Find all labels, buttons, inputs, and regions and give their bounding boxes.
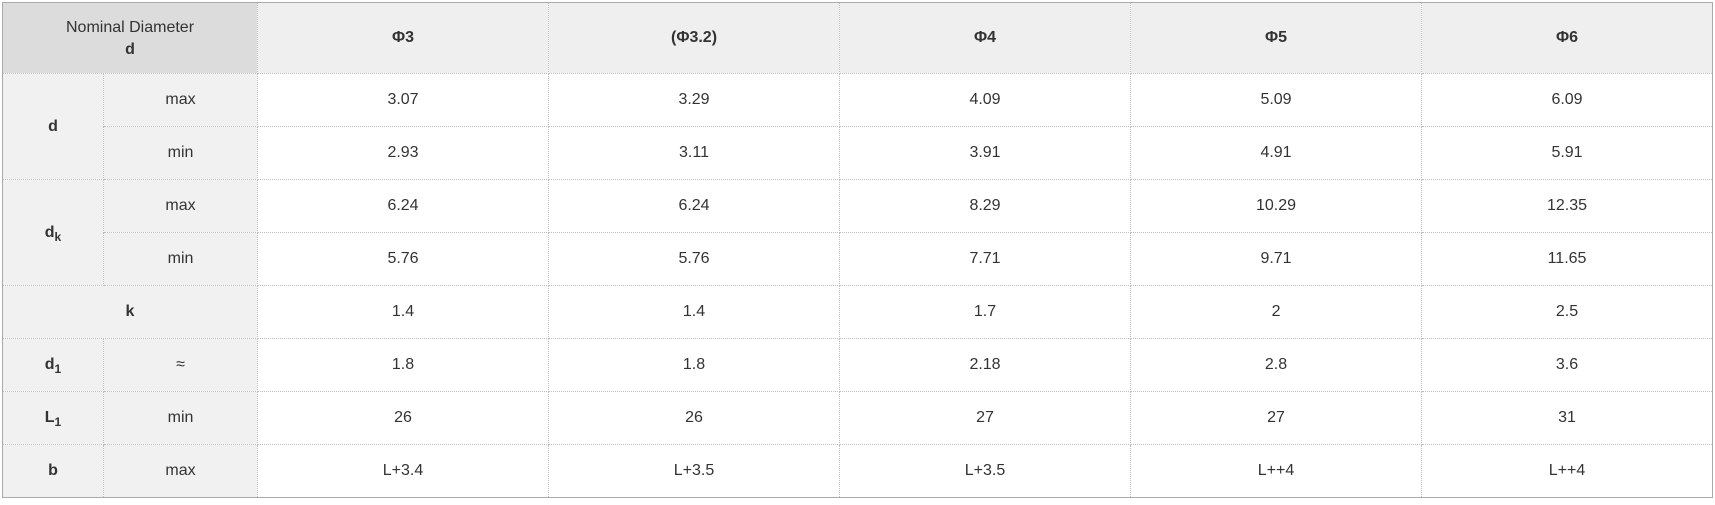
row-label-b-base: b	[48, 462, 58, 479]
row-d-min: min 2.93 3.11 3.91 4.91 5.91	[3, 126, 1714, 180]
row-label-k-base: k	[125, 303, 135, 320]
value-cell: 3.29	[548, 73, 841, 127]
value-cell: 12.35	[1421, 179, 1714, 233]
row-label-l1-base: L	[44, 409, 55, 426]
value-cell: L+3.5	[548, 444, 841, 498]
qualifier-dk-min: min	[102, 232, 259, 286]
qualifier-d-min: min	[102, 126, 259, 180]
value-cell: 2	[1130, 285, 1423, 339]
value-cell: L++4	[1130, 444, 1423, 498]
value-cell: 4.09	[839, 73, 1132, 127]
value-cell: 31	[1421, 391, 1714, 445]
value-cell: 4.91	[1130, 126, 1423, 180]
corner-cell: Nominal Diameter d	[1, 2, 259, 74]
value-cell: 1.8	[548, 338, 841, 392]
qualifier-b-max: max	[102, 444, 259, 498]
row-d-max: d max 3.07 3.29 4.09 5.09 6.09	[2, 73, 1714, 180]
col-header-phi4: Φ4	[839, 2, 1132, 74]
row-label-d1-sub: 1	[54, 362, 62, 376]
qualifier-dk-max: max	[102, 179, 259, 233]
corner-symbol: d	[125, 40, 135, 58]
header-row: Nominal Diameter d Φ3 (Φ3.2) Φ4 Φ5 Φ6	[1, 2, 1714, 74]
row-dk-min: min 5.76 5.76 7.71 9.71 11.65	[3, 232, 1714, 286]
value-cell: 3.91	[839, 126, 1132, 180]
value-cell: 5.91	[1421, 126, 1714, 180]
col-header-phi6: Φ6	[1421, 2, 1714, 74]
value-cell: 1.8	[257, 338, 550, 392]
value-cell: 26	[257, 391, 550, 445]
value-cell: 6.24	[548, 179, 841, 233]
value-cell: 1.4	[257, 285, 550, 339]
value-cell: 11.65	[1421, 232, 1714, 286]
value-cell: 7.71	[839, 232, 1132, 286]
value-cell: L++4	[1421, 444, 1714, 498]
value-cell: 8.29	[839, 179, 1132, 233]
value-cell: 27	[1130, 391, 1423, 445]
value-cell: 27	[839, 391, 1132, 445]
row-b: b max L+3.4 L+3.5 L+3.5 L++4 L++4	[2, 444, 1714, 498]
value-cell: 10.29	[1130, 179, 1423, 233]
value-cell: 2.18	[839, 338, 1132, 392]
qualifier-d-max: max	[102, 73, 259, 127]
value-cell: 6.09	[1421, 73, 1714, 127]
row-label-l1: L1	[2, 391, 104, 445]
row-label-d-base: d	[48, 117, 58, 135]
row-label-dk: dk	[2, 179, 104, 286]
value-cell: L+3.5	[839, 444, 1132, 498]
value-cell: 1.7	[839, 285, 1132, 339]
value-cell: 3.6	[1421, 338, 1714, 392]
value-cell: 3.11	[548, 126, 841, 180]
row-label-l1-sub: 1	[54, 415, 62, 429]
value-cell: 26	[548, 391, 841, 445]
value-cell: 5.76	[257, 232, 550, 286]
row-label-k: k	[1, 285, 259, 339]
value-cell: 9.71	[1130, 232, 1423, 286]
col-header-phi3-2: (Φ3.2)	[548, 2, 841, 74]
row-d1: d1 ≈ 1.8 1.8 2.18 2.8 3.6	[2, 338, 1714, 392]
row-k: k 1.4 1.4 1.7 2 2.5	[1, 285, 1714, 339]
row-label-d: d	[2, 73, 104, 180]
row-label-dk-base: d	[44, 223, 55, 241]
row-label-b: b	[2, 444, 104, 498]
row-label-d1-base: d	[44, 356, 55, 373]
col-header-phi3: Φ3	[257, 2, 550, 74]
corner-title: Nominal Diameter	[65, 19, 195, 37]
row-l1: L1 min 26 26 27 27 31	[2, 391, 1714, 445]
row-label-d1: d1	[2, 338, 104, 392]
qualifier-l1-min: min	[102, 391, 259, 445]
qualifier-d1-approx: ≈	[102, 338, 259, 392]
value-cell: 1.4	[548, 285, 841, 339]
col-header-phi5: Φ5	[1130, 2, 1423, 74]
value-cell: 6.24	[257, 179, 550, 233]
value-cell: 2.93	[257, 126, 550, 180]
value-cell: 5.76	[548, 232, 841, 286]
value-cell: 3.07	[257, 73, 550, 127]
value-cell: L+3.4	[257, 444, 550, 498]
value-cell: 2.8	[1130, 338, 1423, 392]
value-cell: 2.5	[1421, 285, 1714, 339]
value-cell: 5.09	[1130, 73, 1423, 127]
row-label-dk-sub: k	[54, 229, 62, 244]
row-dk-max: dk max 6.24 6.24 8.29 10.29 12.35	[2, 179, 1714, 286]
